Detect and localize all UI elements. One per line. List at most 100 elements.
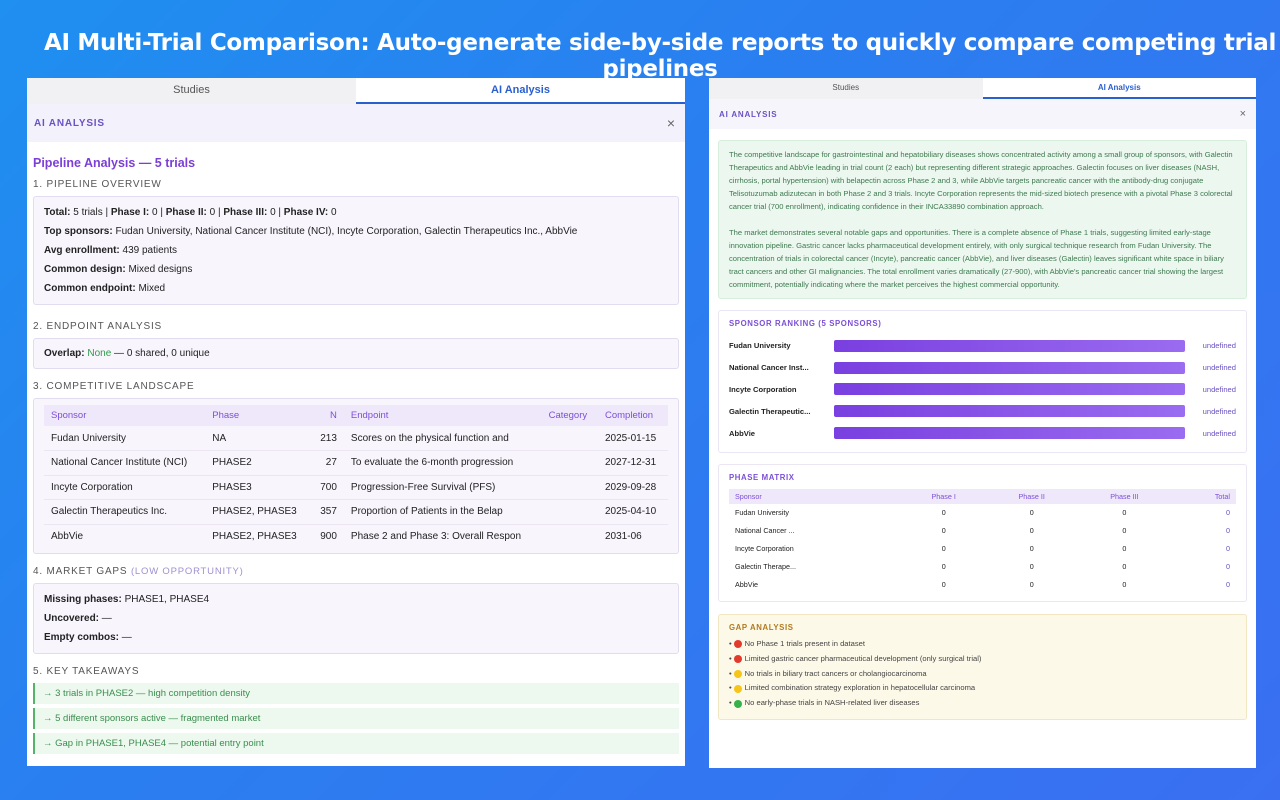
column-header: Phase I (900, 488, 987, 504)
cell: Progression-Free Survival (PFS) (343, 475, 542, 500)
cell: 0 (1122, 561, 1127, 571)
cell: 2027-12-31 (598, 450, 668, 476)
column-header: Phase III (1076, 488, 1172, 504)
cell: 0 (1226, 543, 1230, 553)
column-header[interactable]: Category (541, 405, 598, 426)
tab-bar: Studies AI Analysis (27, 78, 685, 104)
gap-analysis-title: GAP ANALYSIS (729, 622, 794, 632)
tab-studies[interactable]: Studies (173, 84, 210, 96)
gap-analysis-box: GAP ANALYSIS • No Phase 1 trials present… (718, 613, 1247, 720)
column-header[interactable]: N (310, 405, 344, 426)
close-icon[interactable]: × (666, 115, 675, 131)
overlap-value: None (87, 348, 112, 359)
pipeline-overview-box: Total: 5 trials | Phase I: 0 | Phase II:… (33, 196, 679, 305)
cell: 0 (1122, 508, 1127, 518)
label: Phase I: (110, 207, 150, 218)
ranking-bar (834, 383, 1185, 396)
column-header[interactable]: Phase (205, 405, 311, 426)
cell: To evaluate the 6-month progression (343, 450, 542, 476)
cell: PHASE2, PHASE3 (205, 499, 311, 525)
cell: 0 (941, 543, 946, 553)
label: Total: (44, 207, 71, 218)
cell: 2025-04-10 (598, 499, 668, 525)
ai-analysis-header: AI ANALYSIS × (709, 99, 1256, 129)
cell: Incyte Corporation (735, 543, 794, 553)
column-header: Phase II (986, 488, 1077, 504)
cell (541, 499, 598, 525)
gap-item: • No Phase 1 trials present in dataset (729, 637, 1236, 652)
cell: 2031-06 (605, 531, 642, 542)
ranking-sponsor: Fudan University (729, 341, 791, 351)
table-row: Galectin Therape... 0 0 0 0 (729, 557, 1236, 575)
cell: 0 (1029, 526, 1034, 536)
table-row[interactable]: Galectin Therapeutics Inc. PHASE2, PHASE… (44, 499, 668, 525)
cell: 0 (1226, 508, 1230, 518)
competitive-landscape-box: Sponsor Phase N Endpoint Category Comple… (33, 398, 679, 554)
column-header[interactable]: Completion (598, 405, 668, 426)
takeaway-item: → 3 trials in PHASE2 — high competition … (33, 682, 679, 704)
summary-paragraph: The market demonstrates several notable … (729, 228, 1224, 289)
section-heading: 4. MARKET GAPS (LOW OPPORTUNITY) (33, 566, 679, 577)
table-row: AbbVie 0 0 0 0 (729, 575, 1236, 593)
cell: Incyte Corporation (44, 475, 206, 500)
table-row[interactable]: Incyte Corporation PHASE3 700 Progressio… (44, 475, 668, 500)
cell: 0 (1226, 526, 1230, 536)
column-header: Total (1171, 488, 1236, 504)
value: — 0 shared, 0 unique (114, 348, 210, 359)
column-header[interactable]: Endpoint (343, 405, 542, 426)
cell: Galectin Therape... (735, 561, 796, 571)
opportunity-badge: (LOW OPPORTUNITY) (130, 565, 244, 577)
cell: 0 (1226, 561, 1230, 571)
yellow-circle-icon (733, 684, 742, 693)
cell: PHASE2 (205, 450, 311, 476)
ranking-value: undefined (1202, 363, 1236, 373)
ranking-row: Fudan University undefined (729, 335, 1236, 357)
table-row[interactable]: National Cancer Institute (NCI) PHASE2 2… (44, 450, 668, 476)
table-header-row: Sponsor Phase I Phase II Phase III Total (729, 488, 1236, 504)
section-heading: 1. PIPELINE OVERVIEW (33, 179, 162, 190)
tab-ai-analysis[interactable]: AI Analysis (982, 78, 1256, 99)
label: Avg enrollment: (44, 245, 120, 256)
label: Common endpoint: (44, 283, 136, 294)
close-icon[interactable]: × (1239, 108, 1246, 120)
cell: 2025-01-15 (598, 426, 668, 451)
cell: 0 (1122, 543, 1127, 553)
cell: NA (205, 426, 311, 451)
sponsor-ranking-card: SPONSOR RANKING (5 SPONSORS) Fudan Unive… (718, 310, 1247, 453)
overview-endpoint-row: Common endpoint: Mixed (44, 279, 668, 298)
overview-total-row: Total: 5 trials | Phase I: 0 | Phase II:… (44, 203, 668, 222)
cell: Scores on the physical function and (343, 426, 542, 451)
tab-studies[interactable]: Studies (832, 83, 860, 92)
gap-item: • No early-phase trials in NASH-related … (729, 696, 1236, 711)
value: 0 | (209, 207, 221, 218)
cell: 0 (1029, 543, 1034, 553)
phase-matrix-title: PHASE MATRIX (729, 472, 795, 482)
gap-text: No trials in biliary tract cancers or ch… (744, 668, 927, 678)
right-analysis-panel: Studies AI Analysis AI ANALYSIS × The co… (709, 78, 1256, 768)
cell: Proportion of Patients in the Belap (343, 499, 542, 525)
label: Phase IV: (283, 207, 329, 218)
gap-text: Limited combination strategy exploration… (744, 683, 976, 693)
cell: 0 (1029, 561, 1034, 571)
phase-matrix-card: PHASE MATRIX Sponsor Phase I Phase II Ph… (718, 463, 1247, 602)
table-row[interactable]: AbbVie PHASE2, PHASE3 900 Phase 2 and Ph… (44, 524, 668, 549)
ranking-row: AbbVie undefined (729, 422, 1236, 444)
cell: PHASE3 (205, 475, 311, 500)
left-analysis-panel: Studies AI Analysis AI ANALYSIS × Pipeli… (27, 78, 685, 766)
section-heading: 3. COMPETITIVE LANDSCAPE (33, 381, 195, 392)
ranking-value: undefined (1202, 406, 1236, 416)
section-heading-text: 4. MARKET GAPS (33, 565, 128, 577)
cell: Phase 2 and Phase 3: Overall Respon (350, 531, 522, 542)
tab-ai-analysis[interactable]: AI Analysis (356, 78, 685, 104)
value: 439 patients (122, 245, 178, 256)
column-header[interactable]: Sponsor (44, 405, 206, 426)
overview-design-row: Common design: Mixed designs (44, 260, 668, 279)
label: Empty combos: (44, 631, 120, 643)
cell: 0 (941, 561, 946, 571)
gap-row: Empty combos: — (44, 628, 668, 647)
ranking-value: undefined (1202, 384, 1236, 394)
cell: AbbVie (735, 579, 759, 589)
cell: 27 (310, 450, 344, 476)
cell (541, 450, 598, 476)
table-row[interactable]: Fudan University NA 213 Scores on the ph… (44, 426, 668, 451)
